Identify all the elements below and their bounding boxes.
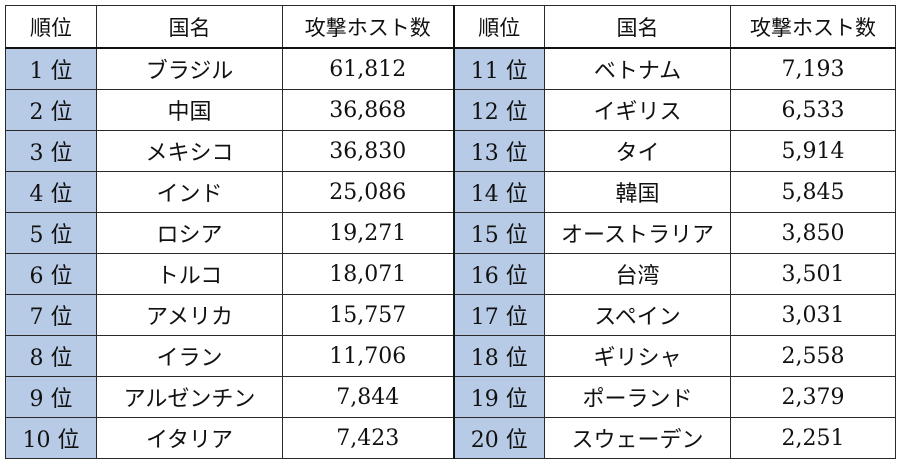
country-cell: ギリシャ: [544, 335, 731, 377]
hosts-cell: 5,845: [730, 171, 896, 213]
table-row: 1 位 ブラジル 61,812 11 位 ベトナム 7,193: [5, 47, 896, 90]
country-cell: アルゼンチン: [96, 376, 283, 418]
hosts-cell: 7,423: [282, 417, 455, 459]
hosts-cell: 2,379: [730, 376, 896, 418]
country-cell: オーストラリア: [544, 212, 731, 254]
header-hosts-right: 攻撃ホスト数: [730, 5, 896, 49]
hosts-cell: 7,193: [730, 47, 896, 90]
header-hosts-left: 攻撃ホスト数: [282, 5, 455, 49]
rank-cell: 19 位: [453, 376, 545, 418]
rank-cell: 3 位: [5, 130, 97, 172]
country-cell: ロシア: [96, 212, 283, 254]
hosts-cell: 3,850: [730, 212, 896, 254]
hosts-cell: 5,914: [730, 130, 896, 172]
country-cell: イギリス: [544, 89, 731, 131]
rank-cell: 1 位: [5, 47, 97, 90]
table-row: 5 位 ロシア 19,271 15 位 オーストラリア 3,850: [5, 212, 896, 254]
rank-cell: 9 位: [5, 376, 97, 418]
rank-cell: 15 位: [453, 212, 545, 254]
hosts-cell: 7,844: [282, 376, 455, 418]
rank-cell: 14 位: [453, 171, 545, 213]
country-cell: アメリカ: [96, 294, 283, 336]
table-row: 4 位 インド 25,086 14 位 韓国 5,845: [5, 171, 896, 213]
country-cell: タイ: [544, 130, 731, 172]
rank-cell: 20 位: [453, 417, 545, 459]
hosts-cell: 36,868: [282, 89, 455, 131]
hosts-cell: 61,812: [282, 47, 455, 90]
table-row: 10 位 イタリア 7,423 20 位 スウェーデン 2,251: [5, 417, 896, 459]
rank-cell: 11 位: [453, 47, 545, 90]
rank-cell: 7 位: [5, 294, 97, 336]
header-country-left: 国名: [96, 5, 283, 49]
hosts-cell: 6,533: [730, 89, 896, 131]
hosts-cell: 2,251: [730, 417, 896, 459]
hosts-cell: 25,086: [282, 171, 455, 213]
rank-cell: 2 位: [5, 89, 97, 131]
hosts-cell: 15,757: [282, 294, 455, 336]
country-cell: ポーランド: [544, 376, 731, 418]
country-cell: インド: [96, 171, 283, 213]
country-cell: 中国: [96, 89, 283, 131]
country-cell: スウェーデン: [544, 417, 731, 459]
header-rank-left: 順位: [5, 5, 97, 49]
header-country-right: 国名: [544, 5, 731, 49]
table-row: 3 位 メキシコ 36,830 13 位 タイ 5,914: [5, 130, 896, 172]
rank-cell: 13 位: [453, 130, 545, 172]
header-row: 順位 国名 攻撃ホスト数 順位 国名 攻撃ホスト数: [5, 5, 896, 49]
table-row: 6 位 トルコ 18,071 16 位 台湾 3,501: [5, 253, 896, 295]
table-row: 8 位 イラン 11,706 18 位 ギリシャ 2,558: [5, 335, 896, 377]
hosts-cell: 19,271: [282, 212, 455, 254]
country-cell: スペイン: [544, 294, 731, 336]
country-cell: ブラジル: [96, 47, 283, 90]
header-rank-right: 順位: [453, 5, 545, 49]
country-cell: メキシコ: [96, 130, 283, 172]
rank-cell: 5 位: [5, 212, 97, 254]
rank-cell: 18 位: [453, 335, 545, 377]
country-cell: イタリア: [96, 417, 283, 459]
rank-cell: 6 位: [5, 253, 97, 295]
hosts-cell: 18,071: [282, 253, 455, 295]
hosts-cell: 3,031: [730, 294, 896, 336]
country-cell: 台湾: [544, 253, 731, 295]
country-cell: 韓国: [544, 171, 731, 213]
hosts-cell: 2,558: [730, 335, 896, 377]
table-row: 9 位 アルゼンチン 7,844 19 位 ポーランド 2,379: [5, 376, 896, 418]
rank-cell: 12 位: [453, 89, 545, 131]
table-row: 7 位 アメリカ 15,757 17 位 スペイン 3,031: [5, 294, 896, 336]
hosts-cell: 3,501: [730, 253, 896, 295]
rank-cell: 17 位: [453, 294, 545, 336]
attack-hosts-ranking-table: 順位 国名 攻撃ホスト数 順位 国名 攻撃ホスト数 1 位 ブラジル 61,81…: [5, 5, 896, 459]
country-cell: ベトナム: [544, 47, 731, 90]
rank-cell: 8 位: [5, 335, 97, 377]
hosts-cell: 36,830: [282, 130, 455, 172]
rank-cell: 16 位: [453, 253, 545, 295]
hosts-cell: 11,706: [282, 335, 455, 377]
rank-cell: 10 位: [5, 417, 97, 459]
ranking-table-container: 順位 国名 攻撃ホスト数 順位 国名 攻撃ホスト数 1 位 ブラジル 61,81…: [5, 5, 896, 459]
country-cell: トルコ: [96, 253, 283, 295]
table-row: 2 位 中国 36,868 12 位 イギリス 6,533: [5, 89, 896, 131]
rank-cell: 4 位: [5, 171, 97, 213]
country-cell: イラン: [96, 335, 283, 377]
